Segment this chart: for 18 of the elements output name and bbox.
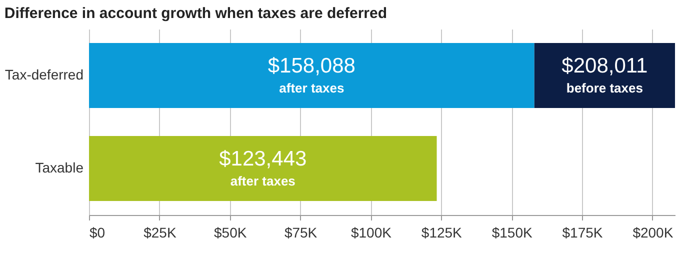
- x-tick-label: $100K: [350, 224, 392, 240]
- chart-title: Difference in account growth when taxes are deferred: [4, 5, 388, 22]
- x-tick-label: $200K: [632, 224, 674, 240]
- bar: [89, 136, 437, 202]
- bar: [534, 42, 675, 108]
- x-tick-label: $150K: [492, 224, 533, 240]
- x-tick-label: $75K: [284, 224, 318, 240]
- y-tick-label: Taxable: [35, 160, 84, 176]
- text: $123,443 after taxes: [219, 148, 307, 188]
- text: $208,011 before taxes: [562, 54, 648, 96]
- bar: [89, 42, 534, 108]
- x-tick-label: $50K: [214, 224, 248, 240]
- y-tick-label: Tax-deferred: [4, 66, 84, 82]
- x-tick-label: $25K: [144, 224, 177, 240]
- x-tick-label: $125K: [421, 224, 463, 240]
- x-tick-label: $175K: [562, 224, 604, 240]
- text: $158,088 after taxes: [268, 54, 356, 96]
- x-tick-label: $0: [90, 224, 106, 240]
